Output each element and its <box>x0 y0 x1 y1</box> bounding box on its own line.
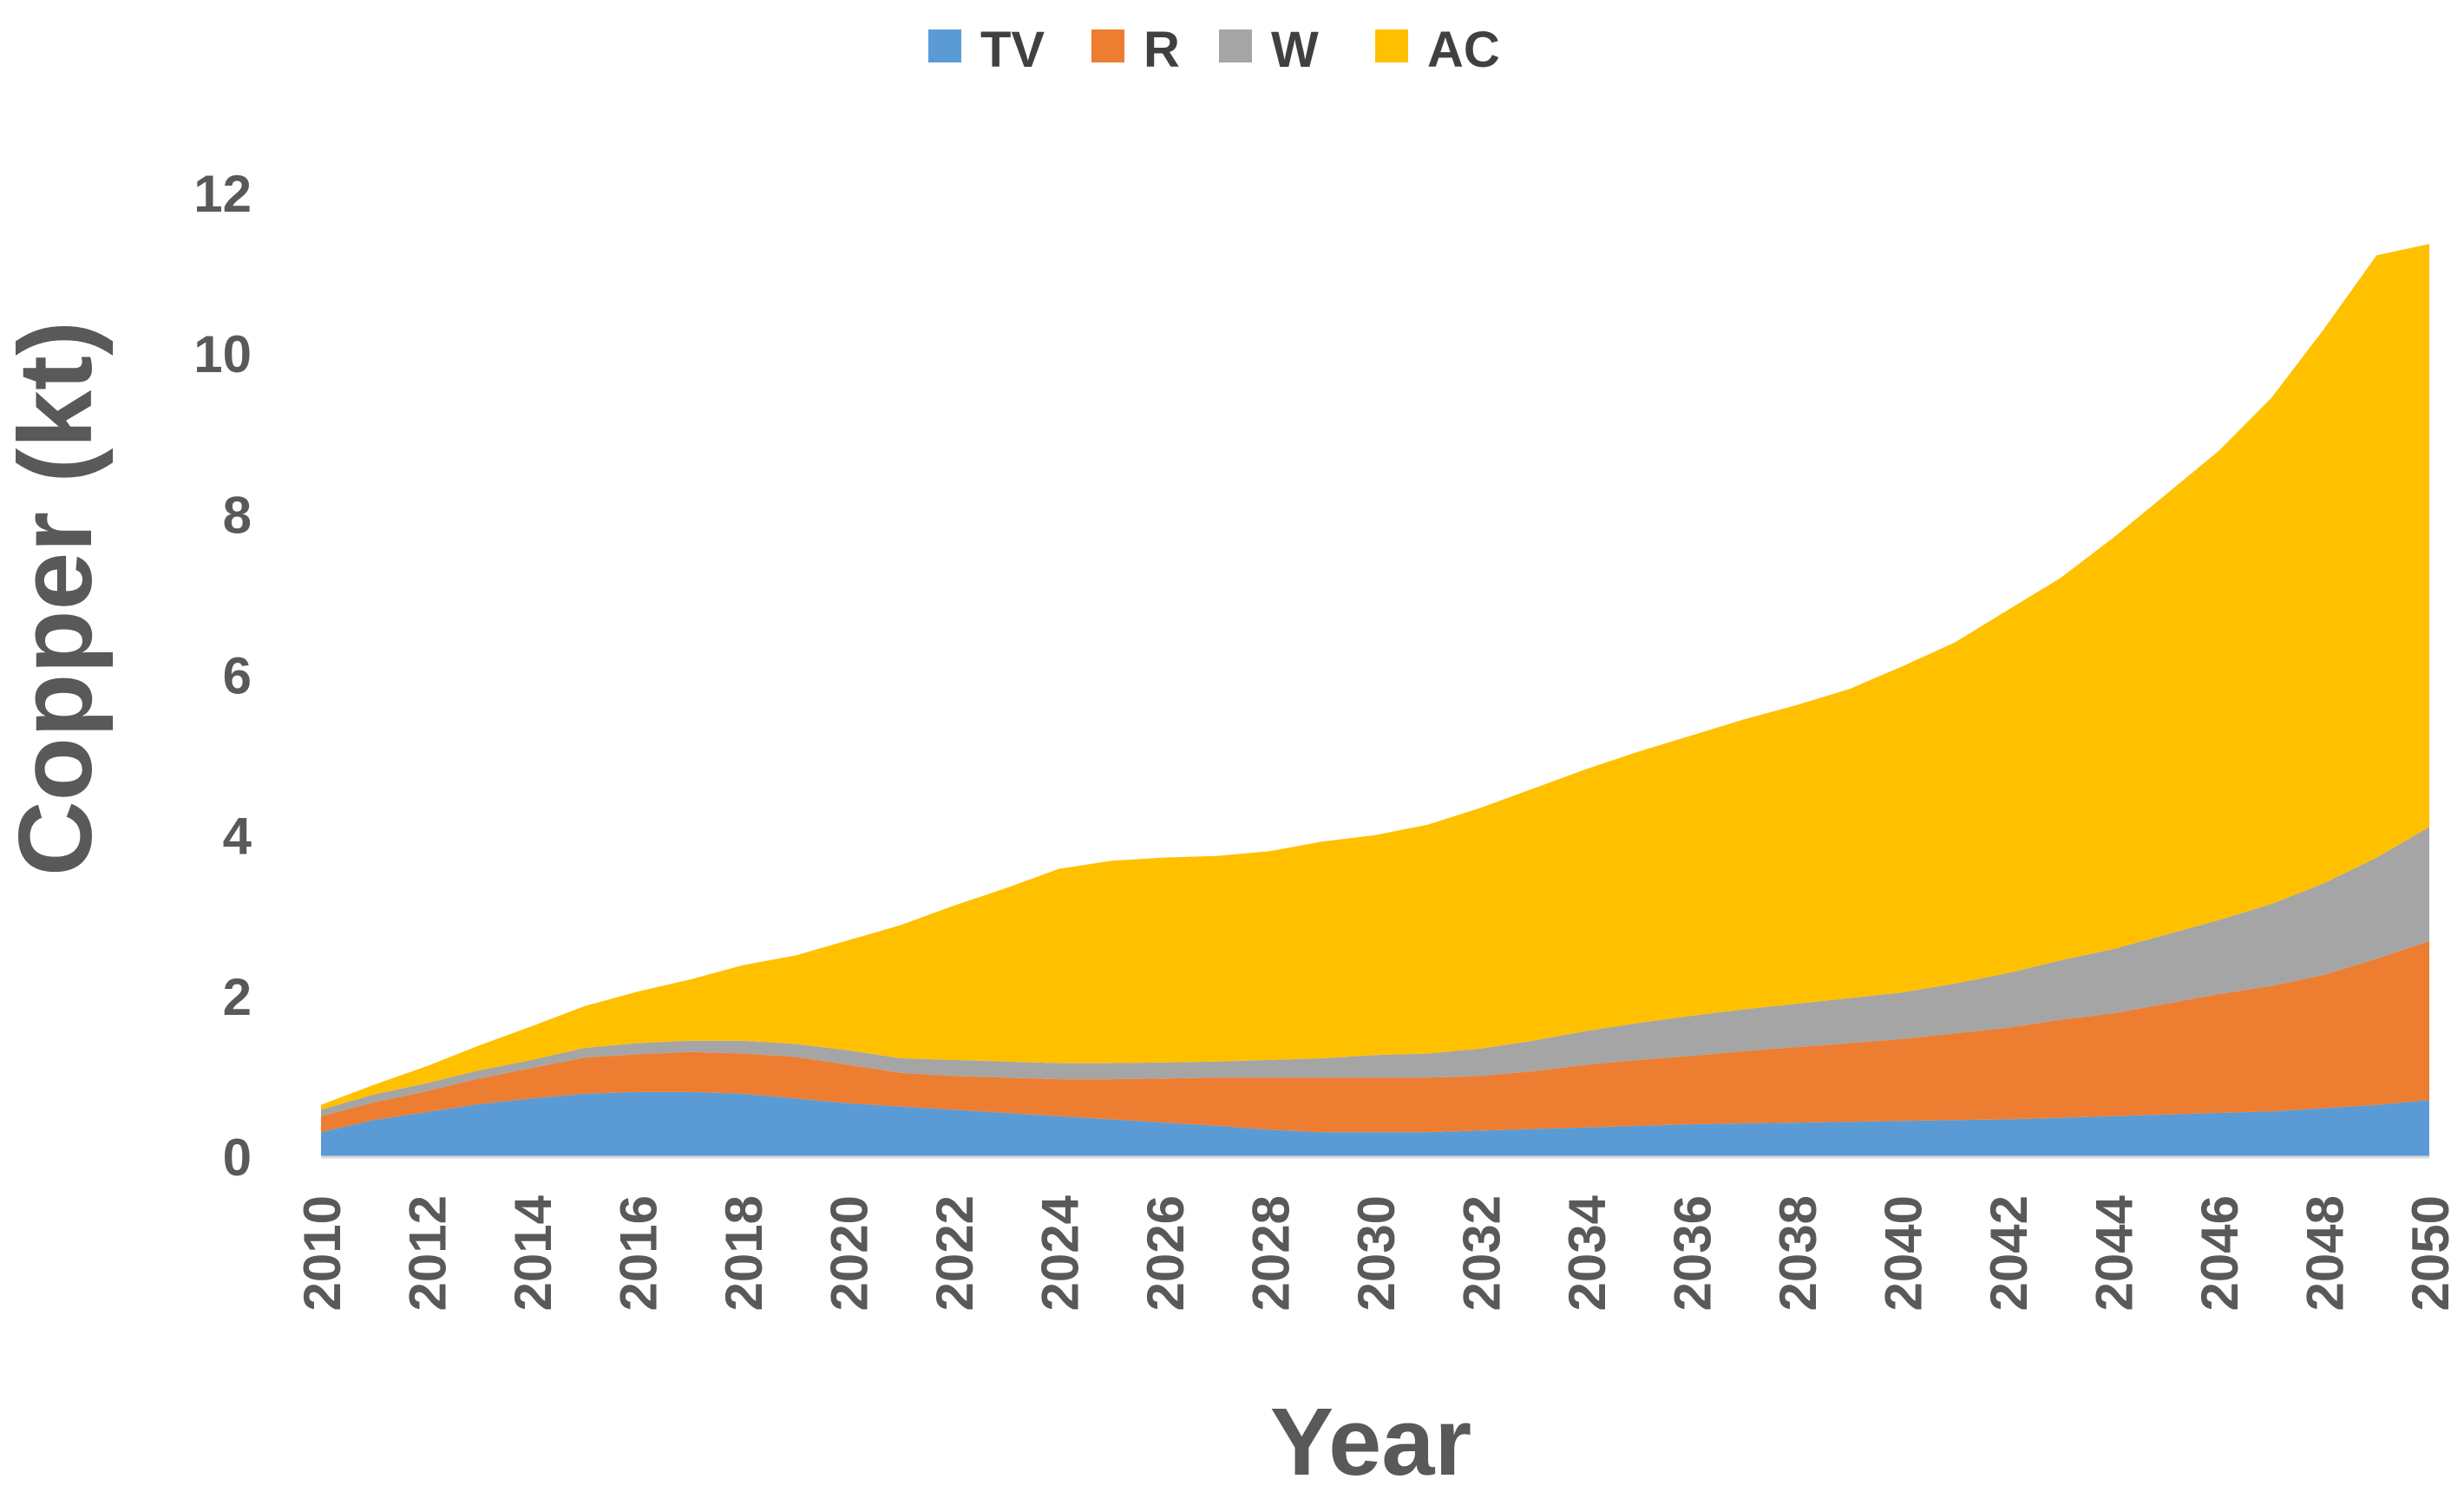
x-tick-label: 2010 <box>293 1195 351 1311</box>
x-tick-label: 2044 <box>2086 1194 2144 1311</box>
y-tick-label: 6 <box>223 647 252 705</box>
x-axis-tick-labels: 2010 2012 2014 2016 2018 2020 2022 2024 2026 2028… <box>293 1194 2460 1311</box>
legend-swatch-tv <box>928 29 961 62</box>
area-series-tv <box>321 1091 2429 1156</box>
x-tick-label: 2048 <box>2297 1195 2355 1311</box>
y-tick-label: 4 <box>223 808 252 866</box>
y-tick-label: 0 <box>223 1129 252 1187</box>
y-tick-label: 12 <box>193 165 252 223</box>
x-tick-label: 2036 <box>1664 1195 1722 1311</box>
legend-label-ac: AC <box>1427 22 1500 78</box>
x-tick-label: 2042 <box>1980 1195 2038 1311</box>
x-tick-label: 2034 <box>1558 1194 1616 1311</box>
x-tick-label: 2012 <box>399 1195 457 1311</box>
y-tick-label: 10 <box>193 325 252 383</box>
legend-label-w: W <box>1271 22 1319 78</box>
x-tick-label: 2038 <box>1769 1195 1827 1311</box>
x-tick-label: 2016 <box>610 1195 668 1311</box>
y-axis-tick-labels: 0 2 4 6 8 10 12 <box>193 165 252 1187</box>
y-axis-title: Copper (kt) <box>0 321 114 876</box>
y-tick-label: 8 <box>223 486 252 544</box>
x-tick-label: 2026 <box>1137 1195 1195 1311</box>
legend-label-tv: TV <box>980 22 1045 78</box>
x-tick-label: 2014 <box>504 1194 562 1311</box>
legend: TV R W AC <box>928 22 1500 78</box>
legend-swatch-ac <box>1375 29 1408 62</box>
x-tick-label: 2018 <box>715 1195 773 1311</box>
x-tick-label: 2032 <box>1453 1195 1511 1311</box>
legend-swatch-r <box>1091 29 1124 62</box>
x-tick-label: 2028 <box>1242 1195 1301 1311</box>
x-tick-label: 2046 <box>2191 1195 2249 1311</box>
x-tick-label: 2050 <box>2402 1195 2460 1311</box>
area-series-w <box>321 827 2429 1116</box>
x-axis-title: Year <box>1270 1389 1471 1492</box>
legend-swatch-w <box>1219 29 1252 62</box>
x-tick-label: 2024 <box>1032 1194 1090 1311</box>
x-tick-label: 2040 <box>1875 1195 1933 1311</box>
x-tick-label: 2020 <box>821 1195 879 1311</box>
area-series-ac <box>321 244 2429 1110</box>
legend-label-r: R <box>1144 22 1180 78</box>
plot-areas <box>321 244 2429 1156</box>
x-tick-label: 2022 <box>926 1195 984 1311</box>
y-tick-label: 2 <box>223 968 252 1026</box>
area-series-r <box>321 940 2429 1133</box>
x-tick-label: 2030 <box>1347 1195 1406 1311</box>
